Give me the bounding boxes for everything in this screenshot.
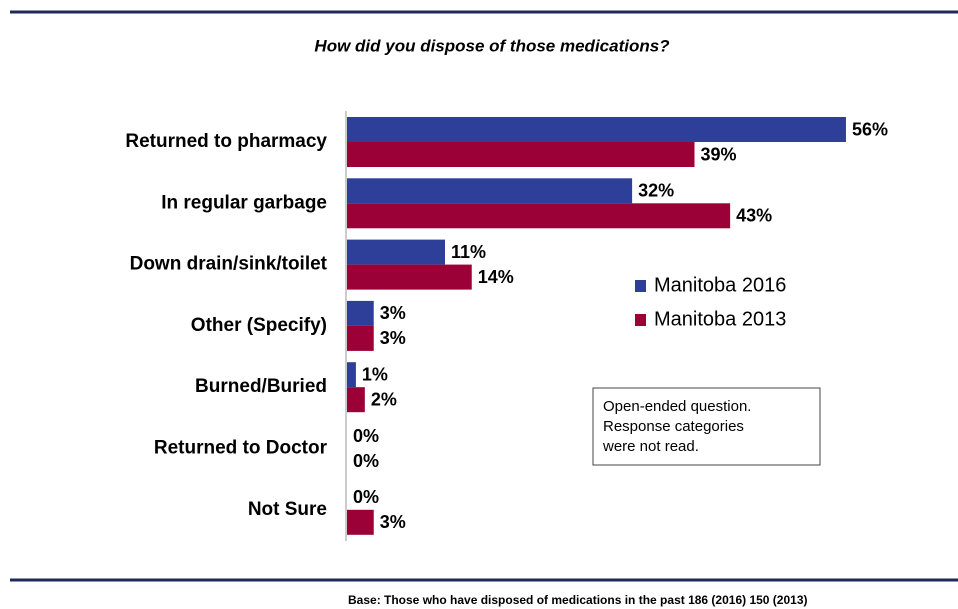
value-label: 56% <box>852 119 888 139</box>
note-box <box>592 387 821 466</box>
value-label: 3% <box>380 303 406 323</box>
bar <box>347 264 472 290</box>
chart-title: How did you dispose of those medications… <box>314 36 670 55</box>
bar <box>347 509 374 535</box>
category-label: Returned to Doctor <box>154 438 328 459</box>
bar <box>347 325 374 351</box>
value-label: 32% <box>638 181 674 201</box>
category-label: Other (Specify) <box>191 315 327 336</box>
category-label: Burned/Buried <box>195 376 327 397</box>
bar <box>347 142 695 167</box>
note-line: were not read. <box>602 438 699 455</box>
legend-label: Manitoba 2016 <box>654 274 786 296</box>
value-label: 1% <box>362 364 388 384</box>
value-label: 3% <box>380 328 406 348</box>
category-label: Not Sure <box>248 499 327 520</box>
bar <box>347 117 846 142</box>
value-label: 0% <box>353 487 379 507</box>
value-label: 14% <box>478 267 514 287</box>
note-line: Response categories <box>603 418 744 435</box>
value-label: 0% <box>353 451 379 471</box>
bar <box>347 300 374 326</box>
legend-swatch <box>635 280 646 292</box>
category-label: Returned to pharmacy <box>125 131 327 152</box>
category-label: Down drain/sink/toilet <box>130 254 328 275</box>
note-line: Open-ended question. <box>603 398 751 415</box>
footnote: Base: Those who have disposed of medicat… <box>348 593 808 607</box>
bar <box>347 362 356 388</box>
value-label: 39% <box>700 144 736 164</box>
bar <box>347 178 633 204</box>
value-label: 11% <box>451 242 486 262</box>
bar <box>347 203 731 229</box>
value-label: 3% <box>380 512 406 532</box>
value-label: 43% <box>736 206 772 226</box>
bar <box>347 387 365 413</box>
bar <box>347 239 446 265</box>
value-label: 2% <box>371 389 397 409</box>
value-label: 0% <box>353 426 379 446</box>
category-label: In regular garbage <box>161 192 327 213</box>
legend-swatch <box>635 314 646 326</box>
legend-label: Manitoba 2013 <box>654 308 786 330</box>
